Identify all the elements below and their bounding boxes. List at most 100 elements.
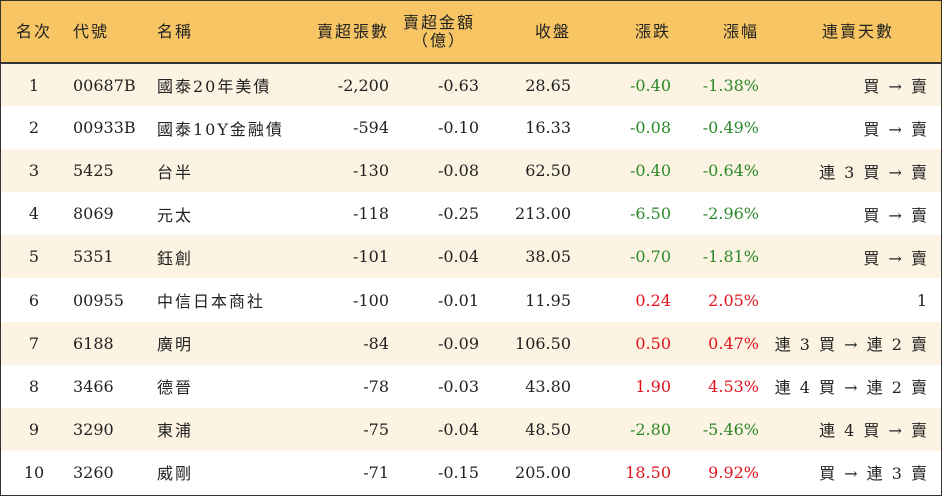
cell-close: 205.00 <box>515 462 571 482</box>
cell-name: 鈺創 <box>157 248 194 268</box>
cell-streak: 買 → 賣 <box>863 119 929 139</box>
cell-change-pct: -5.46% <box>702 419 759 439</box>
cell-change: 0.24 <box>635 290 671 310</box>
table-body: 1 00687B 國泰20年美債 -2,200 -0.63 28.65 -0.40 -1.38… <box>1 63 941 494</box>
cell-sell-amount: -0.63 <box>437 75 479 95</box>
cell-change: -0.08 <box>629 118 671 138</box>
cell-close: 62.50 <box>525 161 571 181</box>
cell-close: 48.50 <box>525 419 571 439</box>
table-row: 10 3260 威剛 -71 -0.15 205.00 18.50 9.92% 買 → 連 3 … <box>1 450 941 494</box>
cell-close: 106.50 <box>515 333 571 353</box>
cell-close: 11.95 <box>525 290 571 310</box>
table-row: 5 5351 鈺創 -101 -0.04 38.05 -0.70 -1.81% 買 → 賣 <box>1 235 941 279</box>
cell-rank: 5 <box>28 247 40 267</box>
cell-streak: 連 3 買 → 賣 <box>819 162 929 182</box>
header-change: 漲跌 <box>583 1 675 64</box>
cell-rank: 7 <box>28 333 40 353</box>
cell-sell-amount: -0.15 <box>437 462 479 482</box>
cell-change: 0.50 <box>635 333 671 353</box>
cell-name: 元太 <box>157 205 194 225</box>
cell-rank: 6 <box>28 290 40 310</box>
cell-sell-shares: -75 <box>363 419 389 439</box>
cell-change: 18.50 <box>625 462 671 482</box>
cell-streak: 買 → 賣 <box>863 77 929 97</box>
cell-code: 8069 <box>73 204 114 224</box>
cell-name: 德晉 <box>157 378 194 398</box>
cell-sell-shares: -594 <box>353 118 389 138</box>
header-name: 名稱 <box>145 1 295 64</box>
cell-rank: 8 <box>28 376 40 396</box>
cell-streak: 買 → 連 3 賣 <box>819 464 929 484</box>
cell-change-pct: 9.92% <box>708 462 759 482</box>
cell-name: 國泰20年美債 <box>157 77 272 97</box>
cell-name: 東浦 <box>157 421 194 441</box>
cell-change-pct: -2.96% <box>702 204 759 224</box>
cell-sell-shares: -84 <box>363 333 389 353</box>
cell-sell-amount: -0.04 <box>437 247 479 267</box>
header-close: 收盤 <box>493 1 583 64</box>
table-row: 7 6188 廣明 -84 -0.09 106.50 0.50 0.47% 連 3 買 → 連 … <box>1 321 941 365</box>
cell-sell-amount: -0.25 <box>437 204 479 224</box>
cell-sell-amount: -0.09 <box>437 333 479 353</box>
cell-change-pct: -0.49% <box>702 118 759 138</box>
header-sell-amount: 賣超金額 （億） <box>393 1 493 64</box>
cell-rank: 9 <box>28 419 40 439</box>
cell-change: -0.40 <box>629 75 671 95</box>
cell-change-pct: 0.47% <box>708 333 759 353</box>
cell-close: 28.65 <box>525 75 571 95</box>
cell-code: 3260 <box>73 462 114 482</box>
cell-sell-amount: -0.03 <box>437 376 479 396</box>
cell-sell-amount: -0.08 <box>437 161 479 181</box>
cell-sell-shares: -78 <box>363 376 389 396</box>
header-streak: 連賣天數 <box>765 1 941 64</box>
cell-change: -0.70 <box>629 247 671 267</box>
cell-sell-shares: -71 <box>363 462 389 482</box>
cell-sell-shares: -130 <box>353 161 389 181</box>
cell-sell-shares: -118 <box>353 204 389 224</box>
cell-close: 213.00 <box>515 204 571 224</box>
header-sell-amount-label: 賣超金額 <box>402 12 475 32</box>
cell-rank: 2 <box>28 118 40 138</box>
cell-code: 6188 <box>73 333 114 353</box>
table-row: 4 8069 元太 -118 -0.25 213.00 -6.50 -2.96% 買 → 賣 <box>1 192 941 236</box>
cell-sell-shares: -100 <box>353 290 389 310</box>
cell-close: 38.05 <box>525 247 571 267</box>
cell-name: 國泰10Y金融債 <box>157 119 284 139</box>
cell-code: 00955 <box>73 290 124 310</box>
cell-rank: 10 <box>23 462 45 482</box>
cell-sell-shares: -2,200 <box>337 75 389 95</box>
cell-sell-amount: -0.10 <box>437 118 479 138</box>
cell-rank: 4 <box>28 204 40 224</box>
cell-streak: 買 → 賣 <box>863 205 929 225</box>
cell-streak: 連 4 買 → 賣 <box>819 421 929 441</box>
cell-streak: 買 → 賣 <box>863 248 929 268</box>
cell-rank: 1 <box>28 75 40 95</box>
cell-change-pct: -1.38% <box>702 75 759 95</box>
header-row: 名次 代號 名稱 賣超張數 賣超金額 （億） 收盤 漲跌 漲幅 連賣天數 <box>1 1 941 64</box>
cell-name: 中信日本商社 <box>157 292 266 312</box>
cell-close: 43.80 <box>525 376 571 396</box>
cell-close: 16.33 <box>525 118 571 138</box>
header-rank: 名次 <box>1 1 63 64</box>
cell-code: 5425 <box>73 161 114 181</box>
cell-code: 3290 <box>73 419 114 439</box>
header-change-pct: 漲幅 <box>675 1 765 64</box>
cell-name: 廣明 <box>157 335 194 355</box>
cell-rank: 3 <box>28 161 40 181</box>
cell-change: 1.90 <box>635 376 671 396</box>
cell-name: 台半 <box>157 162 194 182</box>
cell-streak: 連 3 買 → 連 2 賣 <box>774 335 929 355</box>
cell-code: 00687B <box>73 75 136 95</box>
cell-sell-shares: -101 <box>353 247 389 267</box>
cell-change-pct: 2.05% <box>708 290 759 310</box>
table-row: 2 00933B 國泰10Y金融債 -594 -0.10 16.33 -0.08 -0.49%… <box>1 106 941 150</box>
table-row: 1 00687B 國泰20年美債 -2,200 -0.63 28.65 -0.40 -1.38… <box>1 63 941 107</box>
cell-name: 威剛 <box>157 464 194 484</box>
header-sell-shares: 賣超張數 <box>295 1 393 64</box>
cell-change: -6.50 <box>629 204 671 224</box>
header-code: 代號 <box>63 1 145 64</box>
cell-change: -2.80 <box>629 419 671 439</box>
header-sell-amount-unit: （億） <box>411 30 466 50</box>
cell-code: 5351 <box>73 247 114 267</box>
